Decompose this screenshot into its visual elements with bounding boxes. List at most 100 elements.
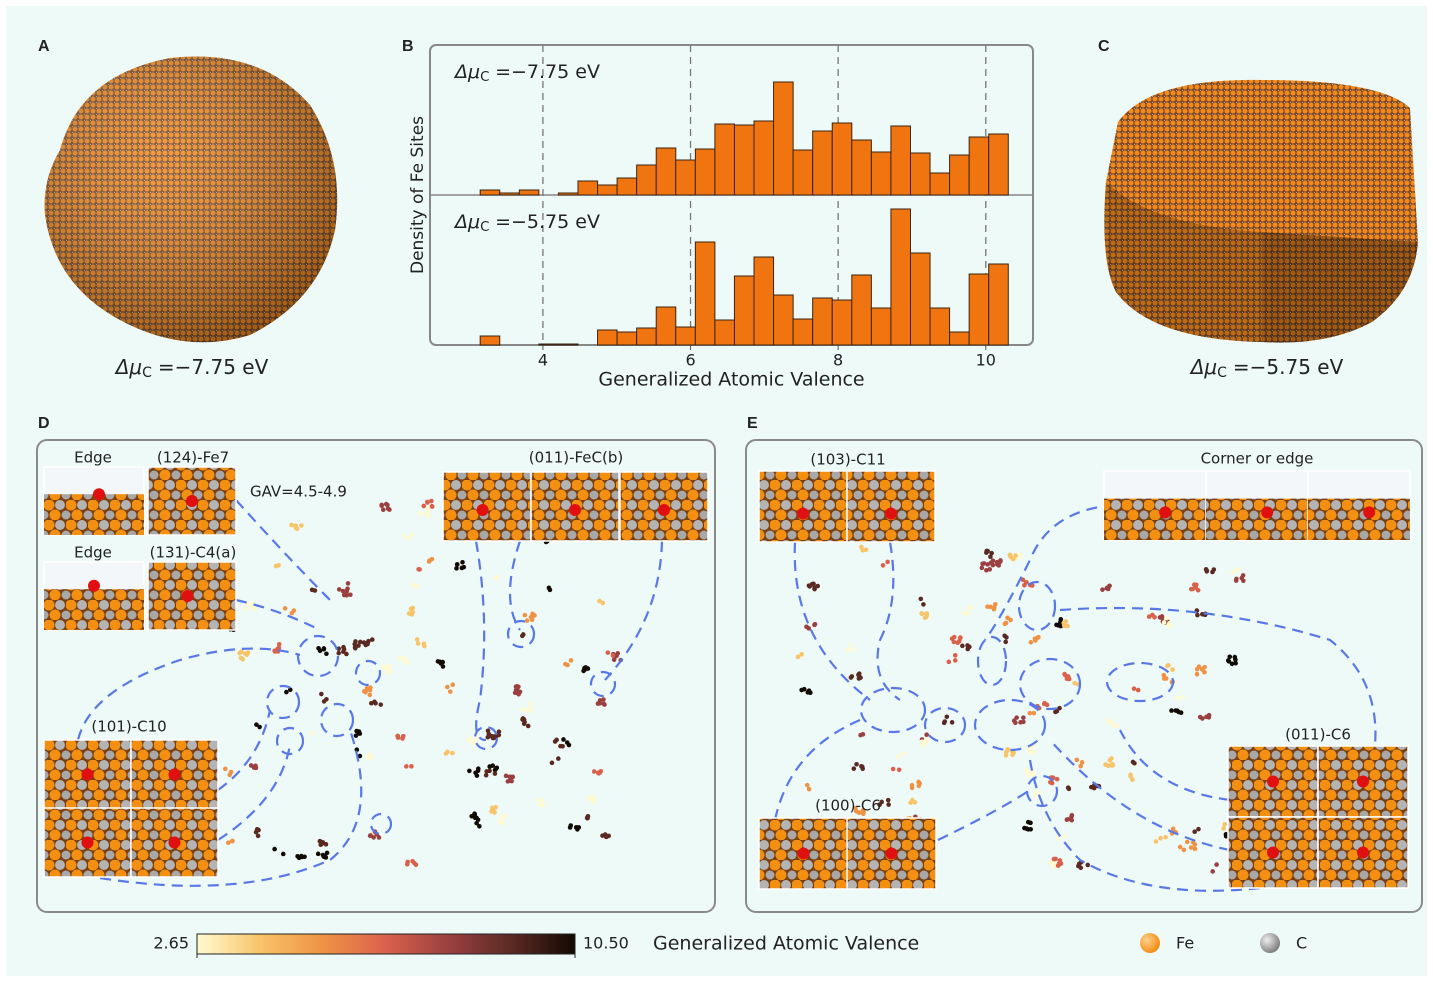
- cluster-point: [1055, 836, 1060, 841]
- bar: [891, 209, 911, 345]
- target-atom: [169, 769, 181, 781]
- inset-title: (011)-C6: [1285, 726, 1351, 744]
- cluster-point: [1166, 663, 1171, 668]
- cluster-point: [606, 650, 611, 655]
- inset-title: (011)-FeC(b): [529, 449, 623, 467]
- cluster-point: [1164, 616, 1169, 621]
- cluster-point: [243, 606, 248, 611]
- cluster-point: [598, 769, 603, 774]
- cluster-point: [1197, 664, 1202, 669]
- cluster-point: [510, 775, 515, 780]
- inset-title: Edge: [74, 544, 112, 562]
- cluster-point: [1158, 836, 1163, 841]
- cluster-point: [984, 568, 989, 573]
- cluster-point: [1210, 869, 1215, 874]
- caption: ΔμC=−7.75 eV: [114, 355, 269, 382]
- bar: [617, 332, 637, 345]
- cluster-point: [799, 652, 804, 657]
- target-atom: [797, 508, 809, 520]
- cluster-point: [1028, 750, 1033, 755]
- cluster-point: [336, 651, 341, 656]
- bar: [656, 307, 676, 345]
- cluster-point: [558, 744, 563, 749]
- cluster-point: [353, 639, 358, 644]
- cluster-point: [1065, 624, 1070, 629]
- bar: [930, 308, 950, 345]
- inset-title: (100)-C6: [815, 797, 881, 815]
- cluster-point: [1089, 785, 1094, 790]
- target-atom: [798, 848, 810, 860]
- cluster-point: [346, 581, 351, 586]
- cluster-point: [509, 779, 514, 784]
- bar: [910, 253, 930, 345]
- cluster-point: [539, 798, 544, 803]
- target-atom: [182, 590, 194, 602]
- cluster-point: [289, 611, 294, 616]
- cluster-point: [988, 554, 993, 559]
- cluster-point: [1195, 672, 1200, 677]
- cluster-point: [1005, 615, 1010, 620]
- cluster-point: [319, 692, 324, 697]
- cluster-point: [988, 561, 993, 566]
- cluster-point: [353, 646, 358, 651]
- panel-label: A: [38, 38, 50, 55]
- cluster-point: [398, 657, 403, 662]
- cluster-point: [992, 606, 997, 611]
- cluster-point: [1235, 568, 1240, 573]
- cluster-point: [548, 588, 553, 593]
- cluster-point: [1063, 619, 1068, 624]
- cluster-point: [806, 626, 811, 631]
- bar: [500, 193, 520, 195]
- cluster-point: [1053, 857, 1058, 862]
- caption: ΔμC=−7.75 eV: [453, 61, 600, 85]
- bar: [852, 275, 872, 345]
- cluster-point: [530, 614, 535, 619]
- caption-symbol: Δμ: [1189, 355, 1217, 379]
- cluster-point: [409, 764, 414, 769]
- structure-image: [1104, 499, 1206, 540]
- bar: [715, 320, 735, 345]
- cluster-point: [1136, 688, 1141, 693]
- cluster-point: [430, 557, 435, 562]
- cluster-point: [409, 612, 414, 617]
- y-axis-label: Density of Fe Sites: [408, 116, 428, 274]
- bar: [617, 178, 637, 195]
- cluster-point: [953, 658, 958, 663]
- cluster-point: [1110, 762, 1115, 767]
- cluster-point: [1231, 570, 1236, 575]
- target-atom: [1261, 506, 1273, 518]
- bar: [754, 257, 774, 345]
- cluster-point: [881, 563, 886, 568]
- bar: [774, 295, 794, 345]
- cluster-point: [1107, 719, 1112, 724]
- cluster-point: [598, 698, 603, 703]
- bar: [676, 160, 696, 195]
- target-atom: [169, 837, 181, 849]
- cluster-point: [1181, 695, 1186, 700]
- cluster-point: [1193, 842, 1198, 847]
- cluster-point: [1202, 665, 1207, 670]
- cluster-point: [1154, 839, 1159, 844]
- cluster-point: [368, 756, 373, 761]
- structure-image: [44, 589, 144, 630]
- cluster-point: [550, 761, 555, 766]
- bar: [734, 276, 754, 345]
- bar: [715, 124, 735, 195]
- cluster-point: [808, 691, 813, 696]
- bar: [871, 308, 891, 345]
- cluster-point: [316, 852, 321, 857]
- cluster-point: [415, 584, 420, 589]
- cluster-point: [1196, 827, 1201, 832]
- cluster-point: [354, 733, 359, 738]
- bar: [637, 328, 657, 345]
- cluster-point: [1018, 554, 1023, 559]
- cluster-point: [1227, 654, 1232, 659]
- cluster-point: [1241, 573, 1246, 578]
- cluster-point: [419, 512, 424, 517]
- cluster-point: [563, 662, 568, 667]
- colorbar-title: Generalized Atomic Valence: [653, 933, 919, 955]
- cluster-point: [477, 824, 482, 829]
- cluster-point: [1163, 835, 1168, 840]
- bar: [480, 336, 500, 345]
- cluster-point: [945, 714, 950, 719]
